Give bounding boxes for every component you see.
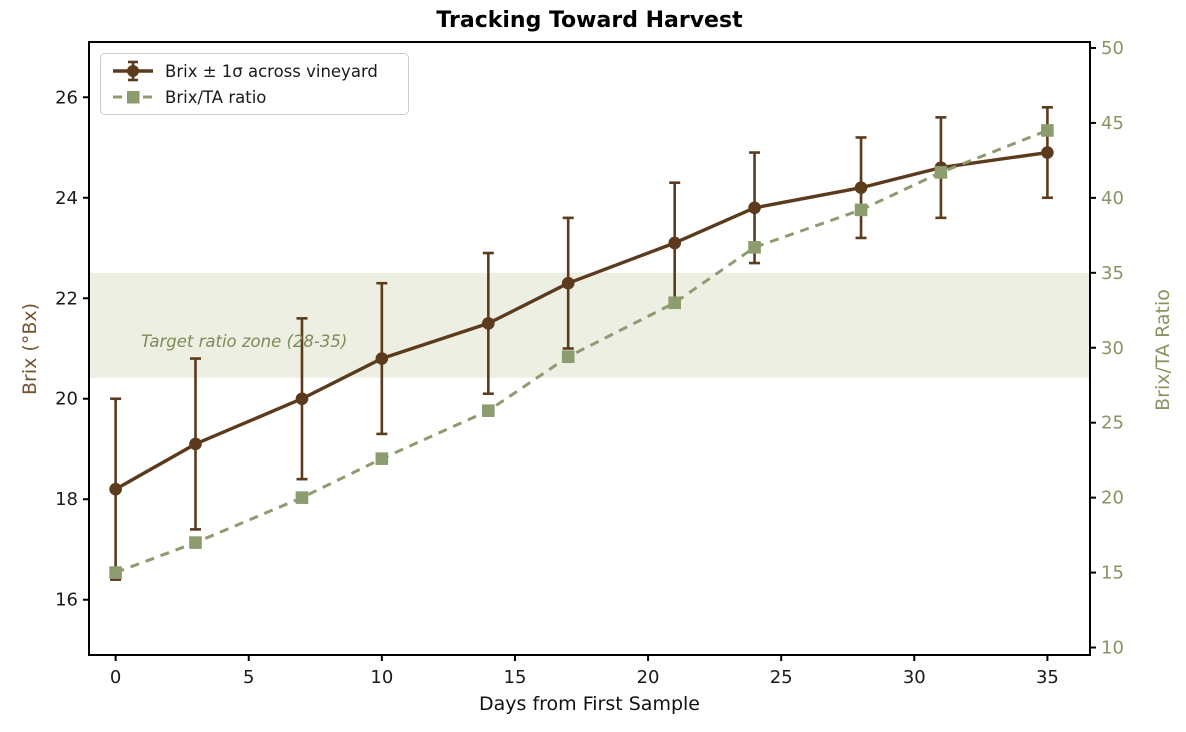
legend: Brix ± 1σ across vineyard Brix/TA ratio [100,53,409,115]
ratio-marker [295,491,309,504]
line-square-swatch-icon [113,91,153,104]
x-tick-label: 25 [770,667,793,688]
errorbar-swatch-icon [113,60,153,82]
y-tick-label-right: 40 [1101,188,1124,209]
y-tick-label-left: 18 [55,489,78,510]
ratio-marker [668,296,681,310]
target-zone-annotation: Target ratio zone (28-35) [141,332,348,351]
y-tick-label-right: 15 [1101,563,1124,584]
y-tick-label-right: 25 [1101,413,1124,434]
target-zone-band [89,272,1090,378]
ratio-marker [1041,124,1054,137]
ratio-marker [934,166,948,179]
brix-marker [189,437,202,451]
brix-marker [854,181,868,195]
ratio-marker [561,350,575,364]
ratio-marker [854,203,868,217]
brix-marker [1041,146,1054,159]
y-tick-label-right: 50 [1101,38,1124,59]
y-tick-label-left: 24 [55,188,78,209]
right-y-axis-label: Brix/TA Ratio [1152,289,1174,411]
brix-marker [482,317,495,330]
legend-label-ratio: Brix/TA ratio [165,87,267,107]
left-y-axis-label: Brix (°Bx) [19,302,41,396]
brix-marker [668,236,681,250]
x-tick-label: 15 [504,667,527,688]
brix-marker [295,392,309,406]
ratio-marker [109,566,122,579]
y-tick-label-left: 22 [55,288,78,309]
y-tick-label-left: 26 [55,87,78,108]
x-axis-label: Days from First Sample [479,693,700,715]
y-tick-label-right: 30 [1101,338,1124,359]
legend-item-brix: Brix ± 1σ across vineyard [111,60,398,82]
legend-item-ratio: Brix/TA ratio [111,86,398,108]
y-tick-label-right: 35 [1101,263,1124,284]
ratio-marker [482,404,495,417]
legend-label-brix: Brix ± 1σ across vineyard [165,61,378,81]
brix-marker [375,352,389,365]
chart-title: Tracking Toward Harvest [436,8,743,33]
y-tick-label-right: 45 [1101,113,1124,134]
y-tick-label-left: 16 [55,590,78,611]
x-tick-label: 10 [370,667,393,688]
y-tick-label-left: 20 [55,389,78,410]
x-tick-label: 30 [903,667,926,688]
brix-marker [561,276,575,290]
x-tick-label: 35 [1036,667,1059,688]
x-tick-label: 20 [637,667,660,688]
y-tick-label-right: 10 [1101,638,1124,659]
ratio-marker [189,536,202,549]
x-tick-label: 5 [243,667,254,688]
x-tick-label: 0 [110,667,121,688]
ratio-marker [748,241,761,254]
y-tick-label-right: 20 [1101,488,1124,509]
brix-marker [748,201,761,215]
ratio-marker [375,452,389,465]
brix-marker [109,482,122,496]
